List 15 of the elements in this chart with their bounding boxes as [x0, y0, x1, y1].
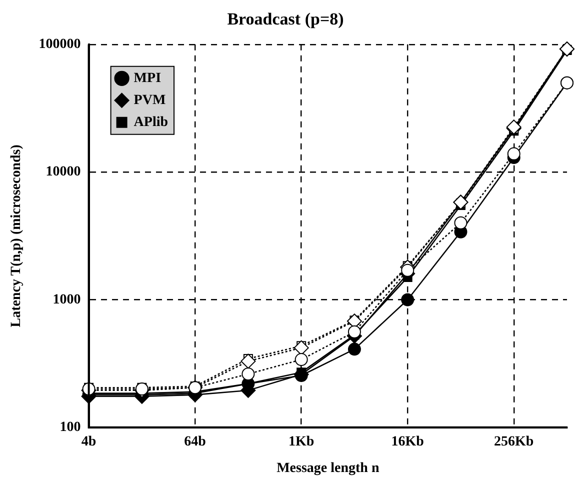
legend-label: APlib	[134, 115, 168, 130]
x-tick-label: 256Kb	[494, 434, 534, 450]
x-axis-title: Message length n	[276, 461, 380, 476]
y-tick-label: 10000	[46, 164, 81, 180]
x-tick-label: 1Kb	[288, 434, 314, 450]
y-tick-label: 100000	[38, 37, 81, 52]
y-tick-label: 1000	[52, 292, 81, 308]
y-tick-label: 100	[60, 420, 81, 436]
chart-title: Broadcast (p=8)	[227, 10, 344, 29]
x-tick-label: 4b	[81, 434, 96, 450]
y-axis-title: Latency T(n,p) (microseconds)	[9, 144, 24, 328]
legend-label: MPI	[134, 71, 162, 86]
x-tick-label: 16Kb	[391, 434, 424, 450]
x-tick-label: 64b	[184, 434, 206, 450]
legend-label: PVM	[134, 93, 166, 108]
